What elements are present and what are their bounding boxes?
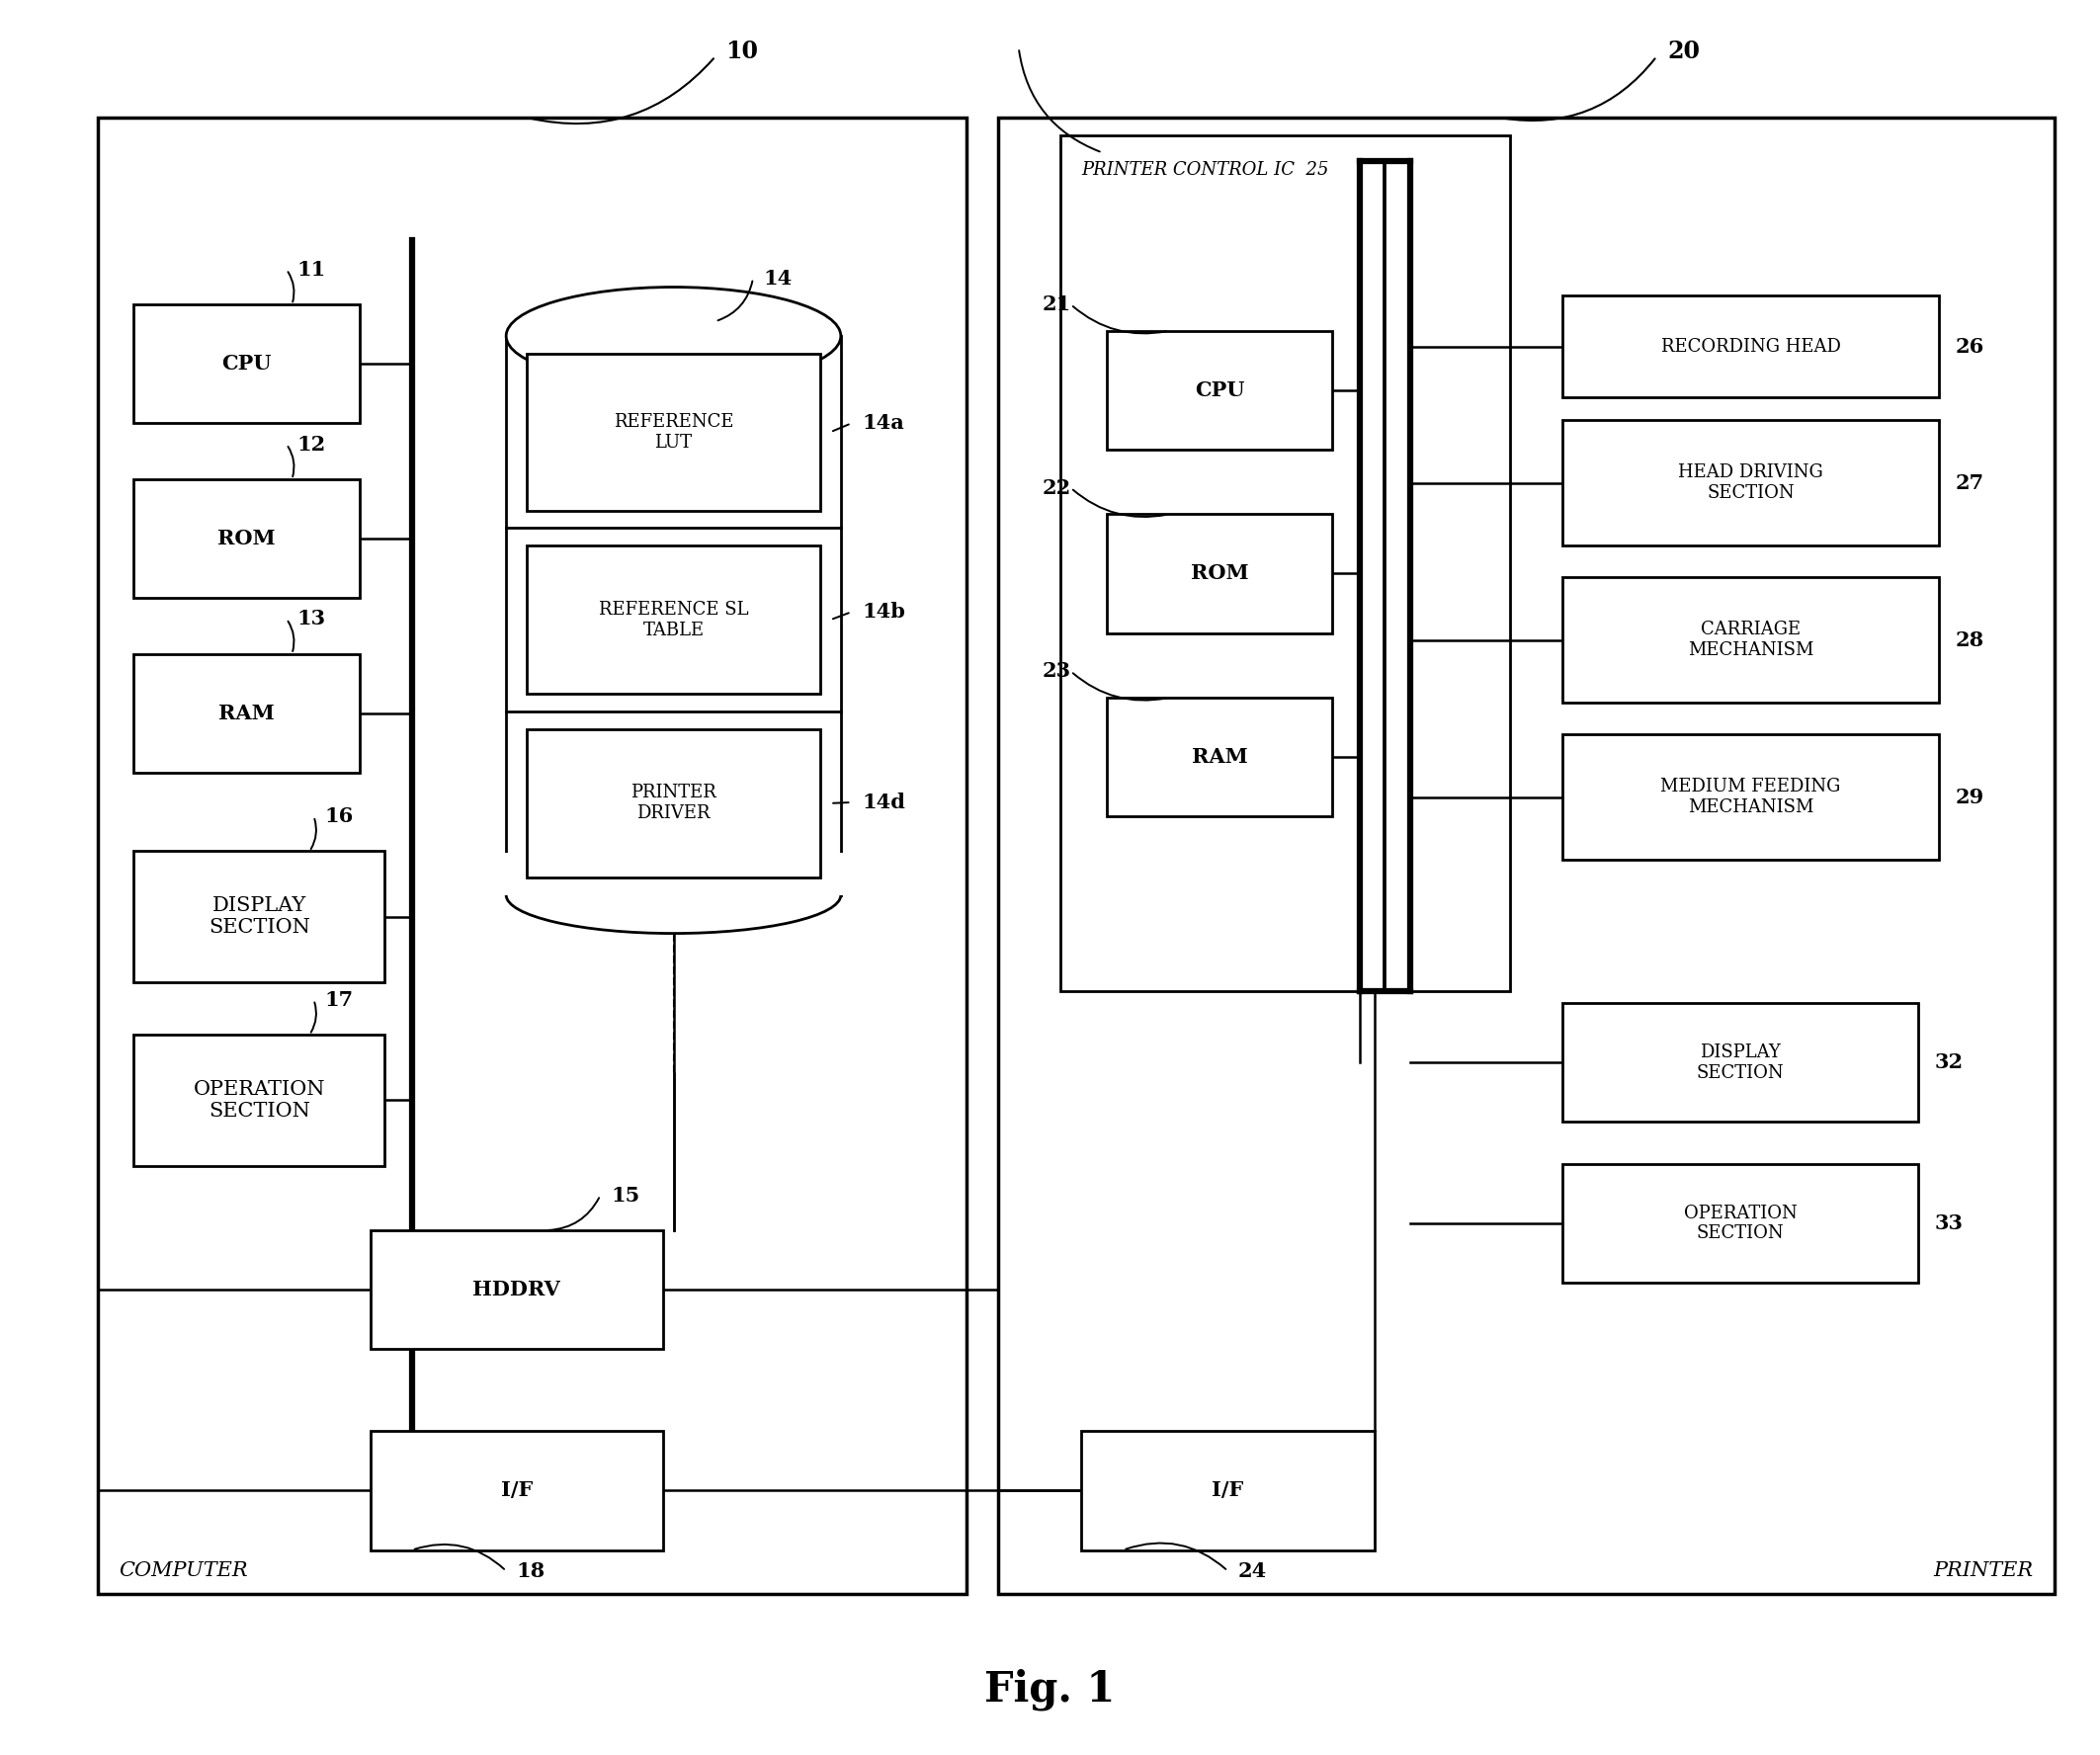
Bar [134, 851, 384, 983]
Bar [134, 1035, 384, 1165]
Text: DISPLAY
SECTION: DISPLAY SECTION [1697, 1044, 1785, 1081]
Text: OPERATION
SECTION: OPERATION SECTION [1684, 1204, 1798, 1243]
Bar [998, 118, 2054, 1594]
Text: 15: 15 [611, 1186, 640, 1206]
Ellipse shape [506, 856, 840, 934]
Text: 17: 17 [323, 990, 353, 1009]
Text: PRINTER
DRIVER: PRINTER DRIVER [630, 784, 716, 823]
Bar [1562, 297, 1938, 397]
Bar [1562, 1004, 1917, 1121]
Text: 14: 14 [764, 269, 792, 288]
Bar [1562, 419, 1938, 546]
Text: 16: 16 [323, 807, 353, 827]
Text: RAM: RAM [218, 704, 275, 723]
Bar [527, 546, 819, 693]
Text: 32: 32 [1934, 1053, 1964, 1072]
Text: 21: 21 [1042, 295, 1071, 314]
Bar [134, 479, 359, 598]
Bar [527, 353, 819, 511]
Text: OPERATION
SECTION: OPERATION SECTION [193, 1079, 326, 1120]
Text: 27: 27 [1955, 472, 1984, 493]
Text: 28: 28 [1955, 630, 1984, 649]
Text: REFERENCE
LUT: REFERENCE LUT [613, 412, 733, 451]
Text: DISPLAY
SECTION: DISPLAY SECTION [208, 897, 311, 937]
Text: 20: 20 [1667, 39, 1699, 63]
Text: RECORDING HEAD: RECORDING HEAD [1661, 337, 1840, 355]
Bar [370, 1432, 664, 1550]
Bar [134, 305, 359, 423]
Text: HDDRV: HDDRV [472, 1279, 561, 1300]
Bar [1107, 330, 1331, 449]
Text: RAM: RAM [1191, 748, 1247, 767]
Bar [1107, 514, 1331, 634]
Text: 14b: 14b [861, 602, 905, 621]
Text: COMPUTER: COMPUTER [120, 1560, 248, 1580]
Text: 11: 11 [296, 260, 325, 279]
Text: 18: 18 [517, 1562, 546, 1581]
Text: 10: 10 [727, 39, 758, 63]
Text: MEDIUM FEEDING
MECHANISM: MEDIUM FEEDING MECHANISM [1661, 777, 1842, 816]
Bar [1562, 734, 1938, 860]
Text: 14a: 14a [861, 414, 903, 433]
Text: I/F: I/F [500, 1481, 533, 1501]
Bar [1107, 697, 1331, 816]
Text: 26: 26 [1955, 337, 1984, 356]
Bar [506, 335, 840, 895]
Bar [370, 1230, 664, 1350]
Text: ROM: ROM [218, 528, 275, 549]
Text: REFERENCE SL
TABLE: REFERENCE SL TABLE [598, 600, 748, 639]
Text: 29: 29 [1955, 788, 1984, 807]
Bar [1082, 1432, 1373, 1550]
Text: CPU: CPU [223, 355, 271, 374]
Bar [502, 853, 844, 895]
Text: CARRIAGE
MECHANISM: CARRIAGE MECHANISM [1688, 621, 1814, 660]
Text: 24: 24 [1239, 1562, 1266, 1581]
Bar [134, 655, 359, 772]
Text: 12: 12 [296, 435, 325, 455]
Text: I/F: I/F [1212, 1481, 1243, 1501]
Ellipse shape [506, 288, 840, 384]
Text: PRINTER CONTROL IC  25: PRINTER CONTROL IC 25 [1082, 161, 1329, 179]
Text: 14d: 14d [861, 793, 905, 813]
Text: 33: 33 [1934, 1213, 1964, 1234]
Text: 23: 23 [1042, 662, 1071, 681]
Bar [527, 728, 819, 878]
Text: HEAD DRIVING
SECTION: HEAD DRIVING SECTION [1678, 463, 1823, 502]
Bar [1562, 1164, 1917, 1283]
Bar [99, 118, 966, 1594]
Text: 13: 13 [296, 609, 325, 628]
Text: PRINTER: PRINTER [1934, 1560, 2033, 1580]
Bar [1060, 135, 1510, 992]
Text: Fig. 1: Fig. 1 [985, 1669, 1115, 1711]
Text: CPU: CPU [1195, 381, 1245, 400]
Bar [1562, 577, 1938, 702]
Text: 22: 22 [1042, 477, 1071, 498]
Text: ROM: ROM [1191, 563, 1247, 583]
